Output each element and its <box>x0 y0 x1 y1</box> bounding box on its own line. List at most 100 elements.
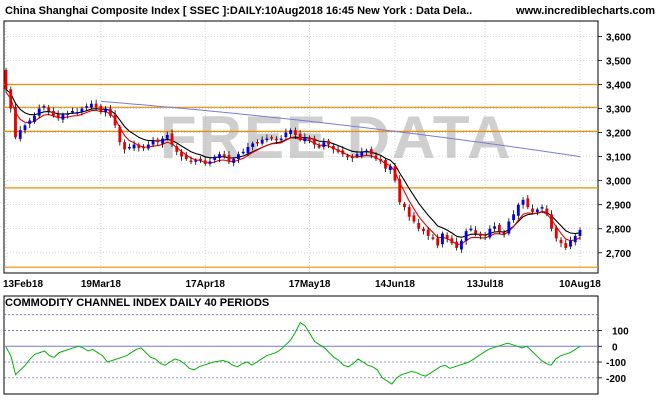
candle-body <box>203 160 207 164</box>
candle-body <box>23 125 27 131</box>
candle-body <box>308 137 312 140</box>
candle-body <box>450 238 454 244</box>
candle-body <box>369 149 373 155</box>
cci-y-axis: 100 0 -100 -200 <box>598 327 629 385</box>
candle-body <box>52 110 55 116</box>
candle-body <box>123 142 127 150</box>
candle-body <box>365 150 368 153</box>
candle-body <box>42 106 46 108</box>
candle-body <box>293 130 297 135</box>
candle-body <box>360 151 364 156</box>
candle-body <box>146 144 150 149</box>
candle-body <box>573 235 577 243</box>
candle-body <box>474 230 478 234</box>
date-tick-label: 19Mar18 <box>81 279 121 290</box>
candle-body <box>350 156 354 159</box>
candle-body <box>241 151 245 154</box>
candle-body <box>156 139 160 143</box>
candle-body <box>66 113 70 115</box>
candle-body <box>165 134 169 139</box>
candle-body <box>189 160 193 162</box>
candle-body <box>298 133 302 140</box>
price-tick-label: 3,600 <box>606 32 631 43</box>
candle-body <box>478 233 482 236</box>
candle-body <box>289 130 293 135</box>
price-tick-label: 3,500 <box>606 56 631 67</box>
candle-body <box>550 214 553 229</box>
candle-body <box>327 140 331 145</box>
candle-body <box>379 159 383 162</box>
candle-body <box>388 166 392 171</box>
candle-body <box>526 198 530 208</box>
candle-body <box>512 214 516 221</box>
cci-panel-frame <box>3 295 599 395</box>
candle-body <box>426 229 430 236</box>
candle-body <box>455 241 459 248</box>
candle-body <box>104 108 108 113</box>
candle-body <box>274 138 278 141</box>
candle-body <box>175 146 179 152</box>
candle-body <box>488 228 492 238</box>
candle-body <box>554 227 558 239</box>
candle-body <box>398 179 402 203</box>
candle-body <box>61 114 65 120</box>
candle-body <box>99 105 103 111</box>
cci-line <box>5 321 581 385</box>
candle-body <box>70 110 74 113</box>
candle-body <box>422 228 425 232</box>
candle-body <box>28 120 32 124</box>
candle-body <box>317 146 321 148</box>
ema-slow-line <box>5 91 581 245</box>
candle-body <box>132 144 136 149</box>
candle-body <box>85 106 89 108</box>
cci-tick-label: 0 <box>612 342 618 353</box>
candle-body <box>270 137 274 139</box>
candle-body <box>127 147 131 149</box>
candle-body <box>331 146 335 150</box>
candle-body <box>94 103 98 108</box>
candle-body <box>255 141 259 144</box>
candle-body <box>237 154 240 160</box>
candle-body <box>56 114 60 119</box>
candle-body <box>407 207 411 217</box>
cci-tick-label: -200 <box>606 374 626 385</box>
candle-body <box>227 155 231 162</box>
price-tick-label: 3,100 <box>606 153 631 164</box>
support-resistance-lines <box>4 83 598 268</box>
candle-body <box>194 160 198 162</box>
candle-body <box>4 70 8 90</box>
candle-body <box>118 126 122 143</box>
candle-body <box>303 137 307 142</box>
candle-body <box>33 115 36 122</box>
candle-body <box>336 149 340 152</box>
price-grid <box>4 22 598 273</box>
candle-body <box>265 138 269 141</box>
date-x-axis: 13Feb18 19Mar18 17Apr18 17May18 14Jun18 13Jul… <box>0 274 660 294</box>
candle-body <box>355 154 359 157</box>
candle-body <box>80 108 84 113</box>
price-y-axis: 3,600 3,500 3,400 3,300 3,200 3,100 3,000 2,900… <box>598 32 631 260</box>
cci-tick-label: 100 <box>612 327 629 338</box>
site-url[interactable]: www.incrediblecharts.com <box>515 5 655 17</box>
cci-tick-label: -100 <box>606 358 626 369</box>
candle-body <box>312 138 316 145</box>
candle-body <box>161 138 164 144</box>
price-tick-label: 2,800 <box>606 225 631 236</box>
date-tick-label: 14Jun18 <box>375 279 415 290</box>
candle-body <box>441 233 444 245</box>
candle-body <box>564 243 568 248</box>
cci-title: COMMODITY CHANNEL INDEX DAILY 40 PERIODS <box>5 297 269 309</box>
candle-body <box>251 143 255 147</box>
date-tick-label: 13Feb18 <box>3 279 43 290</box>
price-tick-label: 3,300 <box>606 105 631 116</box>
candle-body <box>459 240 463 250</box>
watermark: FREE DATA <box>160 104 512 171</box>
candle-body <box>412 215 416 222</box>
candle-body <box>184 155 188 160</box>
candle-body <box>137 144 141 149</box>
candle-body <box>208 161 212 164</box>
candle-body <box>47 107 51 111</box>
candle-body <box>403 203 406 208</box>
candle-body <box>142 146 145 149</box>
